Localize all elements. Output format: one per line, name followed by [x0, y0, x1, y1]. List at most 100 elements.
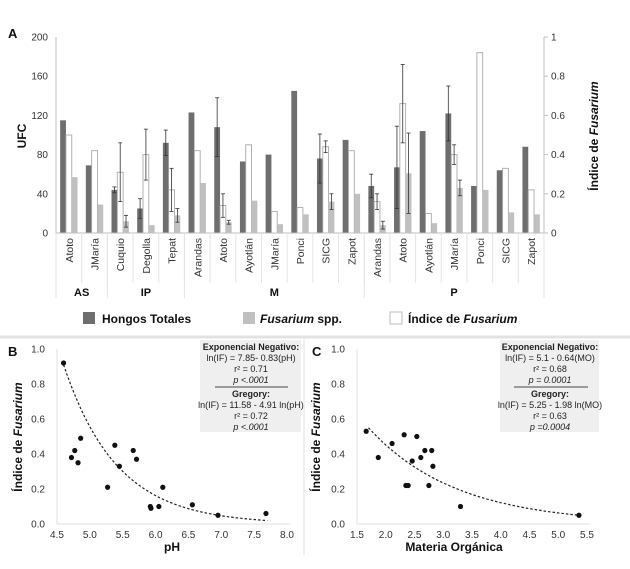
panel-b-data-point: [130, 447, 136, 454]
panel-a-group-label: M: [270, 287, 279, 299]
panel-b-ticks: 4.5 5.0 5.5 6.0 6.5 7.0 7.5 8.0 0.0 0.2 0.4 0.6 0.8 1…: [31, 345, 294, 542]
panel-b-label: B: [8, 344, 17, 359]
panel-a-group-label: AS: [74, 287, 89, 299]
panel-c-data-point: [405, 482, 411, 489]
bar-hongos-totales: [342, 139, 349, 233]
panel-a-y-tick-right-label: 0.2: [551, 189, 565, 200]
bar-hongos-totales: [445, 113, 452, 233]
bar-hongos-totales: [471, 185, 477, 233]
panel-a-category-label: Cuquio: [115, 238, 127, 271]
panel-b-fit-curve: [63, 364, 268, 522]
panel-c-data-point: [414, 433, 420, 440]
bar-hongos-totales: [419, 131, 426, 233]
panel-a-y-tick-label: 160: [31, 72, 48, 83]
panel-c-x-axis-label: Materia Orgánica: [405, 540, 503, 554]
panel-b-data-point: [60, 360, 67, 366]
panel-c-y-tick-label: 0.2: [331, 485, 345, 496]
panel-a-category-label: JMaría: [269, 238, 281, 270]
panel-a-category-label: JMaría: [449, 238, 461, 270]
panel-c-data-point: [418, 454, 424, 461]
panel-a-category-label: Zapot: [346, 238, 358, 265]
bar-indice-fusarium: [348, 150, 355, 234]
panel-b-annotation-box: Exponencial Negativo: ln(IF) = 7.85- 0.8…: [198, 340, 304, 432]
panel-a-category-label: Atoto: [64, 238, 76, 263]
panel-a-category-label: Ponci: [475, 238, 487, 264]
panel-c-annotation-bg: [500, 340, 599, 432]
bar-fusarium-spp: [482, 189, 489, 233]
bar-indice-fusarium: [65, 134, 73, 234]
panel-a-y-ticks-right: 0 0.2 0.4 0.6 0.8 1: [544, 33, 565, 240]
bar-fusarium-spp: [71, 177, 78, 233]
panel-b-annot-title2: Gregory:: [232, 389, 270, 399]
panel-c-x-tick-label: 4.5: [523, 530, 537, 541]
bar-indice-fusarium: [450, 154, 458, 234]
panel-c-x-tick-label: 3.5: [465, 530, 479, 541]
panel-c-data-point: [430, 463, 436, 469]
bar-fusarium-spp: [174, 215, 181, 233]
panel-a-group-label: IP: [141, 287, 151, 299]
panel-c-fit-curve: [368, 427, 580, 516]
panel-a-y-tick-label: 40: [37, 189, 49, 200]
panel-b-points: [60, 360, 269, 518]
panel-a-y-tick-right-label: 1: [551, 33, 557, 44]
panel-c-data-point: [457, 503, 464, 510]
panel-b-data-point: [215, 512, 221, 518]
bar-fusarium-spp: [354, 193, 361, 233]
panel-b-annot-p1: p <.0001: [232, 375, 268, 385]
panel-c-x-tick-label: 4.0: [494, 530, 508, 541]
panel-b-x-tick-label: 6.0: [149, 530, 163, 541]
panel-b-data-point: [263, 510, 269, 517]
panel-c-annot-r1: r² = 0.68: [533, 364, 567, 374]
bar-hongos-totales: [316, 158, 323, 233]
panel-a-y-axis-label: UFC: [15, 123, 29, 148]
panel-a-legend: Hongos Totales Fusarium spp. Índice de F…: [83, 311, 518, 326]
panel-a-y-tick-label: 120: [31, 111, 48, 122]
panel-c-y-tick-label: 1.0: [331, 345, 345, 356]
panel-b-data-point: [75, 460, 81, 466]
panel-c-data-point: [375, 454, 381, 461]
panel-a-bars: [60, 52, 540, 234]
panel-a-y-tick-label: 80: [37, 150, 49, 161]
bar-hongos-totales: [214, 127, 221, 233]
bar-indice-fusarium: [476, 52, 484, 234]
bar-fusarium-spp: [251, 200, 258, 233]
panel-a-y-tick-right-label: 0: [551, 229, 557, 240]
bar-indice-fusarium: [296, 207, 304, 234]
panel-c-annot-eq2: ln(IF) = 5.25 - 1.98 ln(MO): [498, 400, 602, 410]
panel-a-label: A: [8, 26, 18, 41]
panel-a-category-label: Degolla: [141, 238, 153, 274]
panel-b-data-point: [160, 484, 166, 490]
bar-indice-fusarium: [270, 210, 278, 234]
legend-swatch-indice-fusarium: [389, 311, 403, 325]
bar-hongos-totales: [137, 208, 143, 233]
panel-b-x-tick-label: 5.5: [116, 530, 130, 541]
bar-hongos-totales: [265, 154, 272, 233]
legend-label-hongos-totales: Hongos Totales: [102, 312, 191, 326]
panel-a-category-labels: Atoto JMaría Cuquio Degolla Tepat Arandas Atot…: [55, 233, 545, 298]
panel-c-data-point: [422, 447, 428, 454]
panel-b-annot-p2: p <.0001: [232, 422, 268, 432]
bar-fusarium-spp: [302, 214, 309, 233]
panel-a-category-label: Ayotlán: [244, 238, 256, 273]
panel-c-y-tick-label: 0.0: [331, 520, 345, 531]
bar-hongos-totales: [368, 185, 375, 233]
bar-hongos-totales: [239, 161, 246, 233]
panel-a-y-tick-right-label: 0.6: [551, 111, 565, 122]
panel-c-annot-p2: p =0.0004: [529, 422, 570, 432]
panel-c-annot-title2: Gregory:: [531, 389, 569, 399]
panel-c-x-tick-label: 5.5: [580, 530, 594, 541]
panel-a-category-label: JMaría: [90, 238, 102, 270]
panel-b-annotation-bg: [200, 340, 301, 432]
panel-b-data-point: [133, 456, 140, 462]
panel-b-x-axis-label: pH: [164, 540, 180, 554]
panel-c-data-point: [389, 440, 395, 447]
panel-b-y-tick-label: 0.2: [31, 485, 45, 496]
bar-fusarium-spp: [328, 201, 335, 233]
panel-a: A UFC Índice de Fusarium 04080120160200 …: [8, 26, 601, 326]
panel-c-data-point: [409, 458, 415, 464]
panel-b-x-tick-label: 6.5: [181, 530, 195, 541]
panel-b-y-tick-label: 1.0: [31, 345, 45, 356]
panel-a-category-label: Zapot: [526, 238, 538, 265]
panel-a-y-axis-right-label: Índice de Fusarium: [586, 81, 601, 191]
